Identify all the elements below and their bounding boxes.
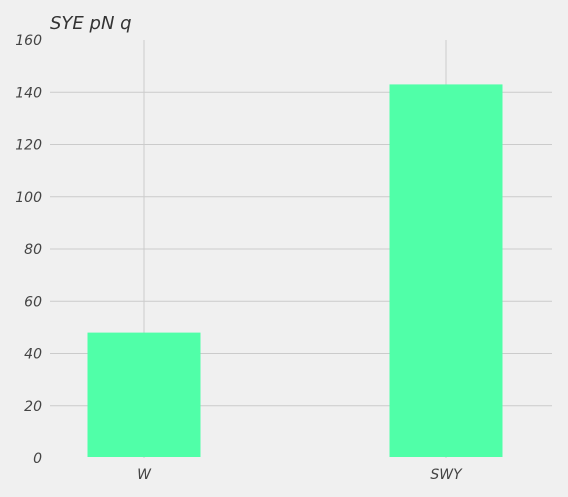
y-tick-label: 100 <box>15 190 42 206</box>
y-tick-label: 160 <box>15 33 42 49</box>
x-tick-label: SWY <box>430 467 463 483</box>
bar-swy <box>389 84 503 457</box>
y-tick-label: 120 <box>15 138 42 154</box>
y-tick-label: 60 <box>24 294 42 310</box>
y-tick-label: 140 <box>15 85 42 101</box>
bar-layer <box>87 84 503 457</box>
x-axis-ticks: W SWY <box>137 467 463 483</box>
chart-title: SYE pN q <box>50 13 132 34</box>
x-tick-label: W <box>137 467 152 483</box>
y-axis-ticks: 0 20 40 60 80 100 120 140 160 <box>15 33 42 467</box>
bar-w <box>87 332 201 457</box>
y-tick-label: 0 <box>33 451 42 467</box>
y-tick-label: 20 <box>24 399 42 415</box>
y-tick-label: 40 <box>24 347 42 363</box>
y-tick-label: 80 <box>24 242 42 258</box>
